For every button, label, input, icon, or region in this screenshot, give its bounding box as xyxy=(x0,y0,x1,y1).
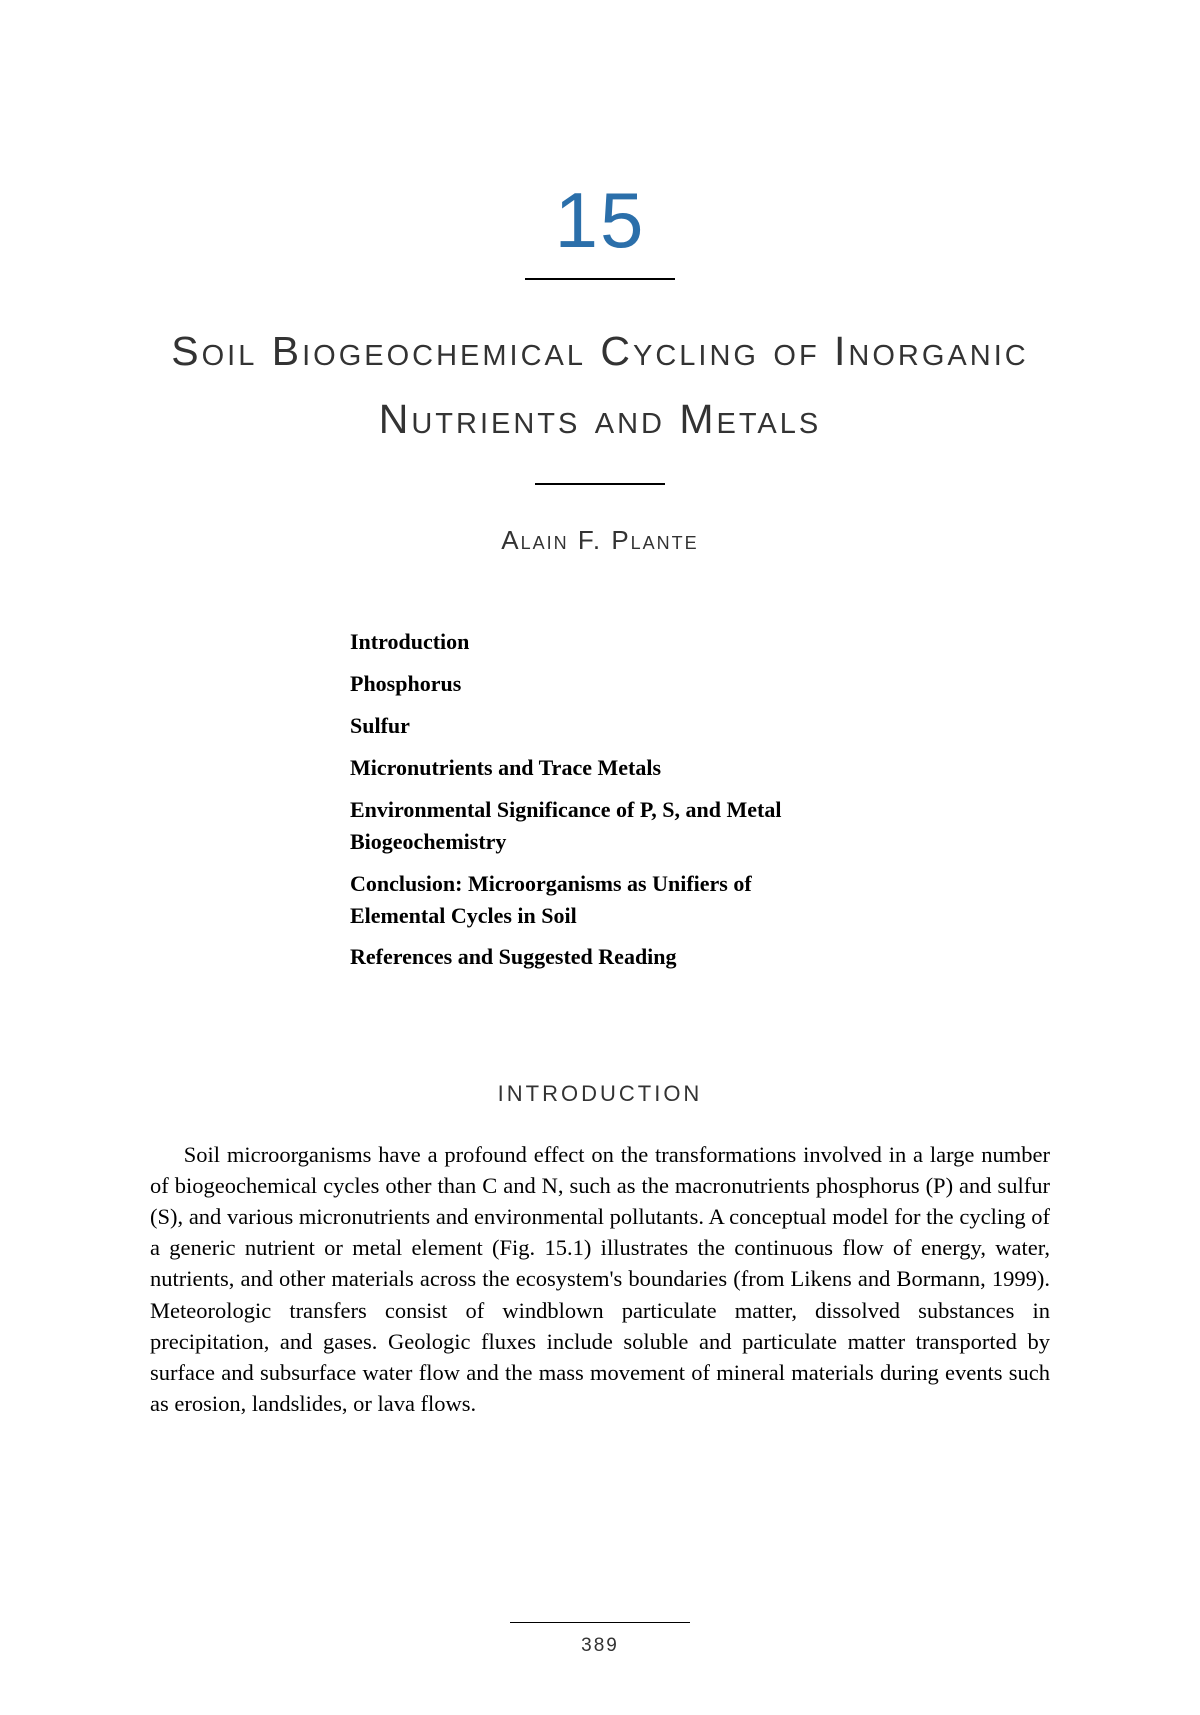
author-name: Alain F. Plante xyxy=(150,525,1050,556)
toc-item: Conclusion: Microorganisms as Unifiers o… xyxy=(350,868,850,932)
chapter-title: Soil Biogeochemical Cycling of Inorganic… xyxy=(150,318,1050,453)
page-container: 15 Soil Biogeochemical Cycling of Inorga… xyxy=(0,0,1200,1715)
table-of-contents: Introduction Phosphorus Sulfur Micronutr… xyxy=(350,626,850,983)
rule-footer xyxy=(510,1622,690,1623)
toc-item: Micronutrients and Trace Metals xyxy=(350,752,850,784)
section-heading: INTRODUCTION xyxy=(150,1081,1050,1107)
toc-item: Introduction xyxy=(350,626,850,658)
chapter-number: 15 xyxy=(150,175,1050,266)
rule-below-chapter-number xyxy=(525,278,675,280)
page-number: 389 xyxy=(0,1635,1200,1657)
toc-item: Sulfur xyxy=(350,710,850,742)
toc-item: Environmental Significance of P, S, and … xyxy=(350,794,850,858)
toc-item: Phosphorus xyxy=(350,668,850,700)
page-footer: 389 xyxy=(0,1622,1200,1657)
rule-below-title xyxy=(535,483,665,485)
body-paragraph: Soil microorganisms have a profound effe… xyxy=(150,1139,1050,1418)
toc-item: References and Suggested Reading xyxy=(350,941,850,973)
